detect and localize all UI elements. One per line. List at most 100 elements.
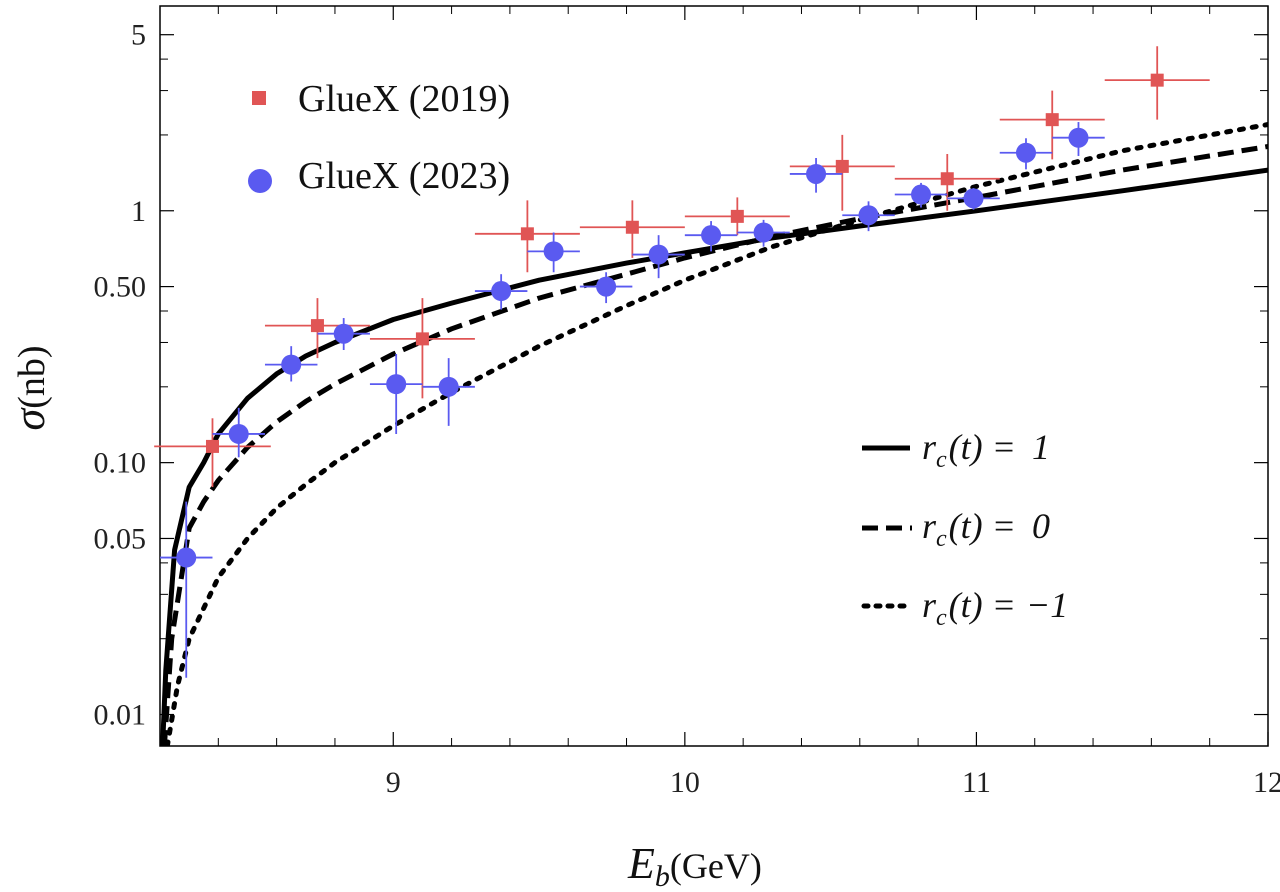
circle-marker	[701, 225, 722, 246]
data-point-2019	[264, 298, 370, 359]
circle-marker	[333, 323, 354, 344]
y-axis-label: σ(nb)	[5, 345, 54, 430]
data-point-2023	[842, 201, 895, 232]
data-point-2023	[789, 157, 843, 193]
circle-marker	[963, 188, 984, 209]
square-marker	[310, 319, 324, 333]
legend-label-2023: GlueX (2023)	[298, 155, 510, 197]
square-marker	[835, 159, 849, 173]
data-point-2019	[894, 154, 1000, 211]
y-tick-label: 0.01	[94, 699, 147, 732]
points-layer	[154, 46, 1210, 678]
circle-marker	[648, 244, 669, 265]
curves-layer	[160, 122, 1268, 746]
circle-marker	[176, 547, 197, 568]
y-tick-label: 0.10	[94, 447, 147, 480]
circle-marker	[596, 276, 617, 297]
legend-mid: (t) =	[949, 585, 1016, 625]
circle-marker	[911, 184, 932, 205]
data-point-2019	[1104, 46, 1210, 120]
legend-r: r	[922, 427, 937, 467]
legend-val-1: 1	[1032, 427, 1050, 467]
legend-mid: (t) =	[949, 506, 1016, 546]
circle-marker	[228, 423, 249, 444]
x-axis-symbol: E	[627, 839, 655, 888]
y-axis-unit: (nb)	[11, 345, 53, 408]
legend-r: r	[922, 585, 937, 625]
x-tick-label: 11	[962, 766, 991, 799]
legend-sub: c	[936, 447, 947, 473]
curve-dashed	[161, 144, 1268, 746]
legend-sub: c	[936, 526, 947, 552]
circle-marker	[491, 281, 512, 302]
legend-label-solid: rc(t) = 1	[922, 427, 1050, 473]
x-tick-label: 9	[386, 766, 401, 799]
data-point-2023	[422, 358, 475, 426]
legend-mid: (t) =	[949, 427, 1016, 467]
data-point-2023	[1052, 122, 1105, 156]
data-point-2019	[154, 418, 271, 488]
plot-frame	[159, 5, 1269, 747]
legend-label-2019: GlueX (2019)	[298, 78, 510, 120]
data-point-2023	[684, 221, 738, 252]
x-axis-label: Eb(GeV)	[627, 839, 762, 892]
data-point-2023	[474, 274, 528, 310]
data-point-2023	[160, 501, 213, 678]
legend-r: r	[922, 506, 937, 546]
square-marker	[940, 172, 954, 186]
data-point-2023	[737, 219, 790, 247]
legend-val-neg1: −1	[1026, 585, 1068, 625]
data-point-2019	[579, 200, 685, 258]
square-marker	[1150, 73, 1164, 87]
y-tick-label: 1	[131, 195, 146, 228]
curve-solid	[160, 167, 1268, 746]
data-point-2023	[212, 407, 265, 458]
data-point-2023	[527, 232, 580, 273]
circle-marker	[1015, 142, 1036, 163]
circle-marker	[543, 241, 564, 262]
x-tick-label: 10	[670, 766, 700, 799]
y-tick-label: 0.05	[94, 522, 147, 555]
data-point-2019	[474, 200, 580, 273]
data-point-2019	[789, 134, 895, 211]
circle-marker	[386, 374, 407, 395]
legend-label-dotted: rc(t) = −1	[922, 585, 1068, 631]
square-marker	[1045, 113, 1059, 127]
square-marker	[730, 209, 744, 223]
x-tick-label: 12	[1253, 766, 1280, 799]
square-marker	[205, 439, 219, 453]
circle-marker	[858, 205, 879, 226]
x-axis-unit: (GeV)	[670, 846, 762, 886]
legend-label-dashed: rc(t) = 0	[922, 506, 1050, 552]
square-marker	[625, 220, 639, 234]
data-point-2023	[894, 182, 948, 208]
data-point-2023	[579, 272, 633, 304]
circle-marker	[1068, 127, 1089, 148]
square-marker	[520, 227, 534, 241]
legend-val-0: 0	[1032, 506, 1050, 546]
circle-marker	[438, 376, 459, 397]
y-axis-symbol: σ	[5, 407, 54, 431]
legend-curves: rc(t) = 1 rc(t) = 0 rc(t) = −1	[861, 427, 1068, 631]
curve-dotted	[164, 122, 1268, 746]
data-point-2023	[369, 353, 423, 434]
data-point-2023	[264, 346, 318, 382]
y-tick-label: 0.50	[94, 271, 147, 304]
circle-marker	[753, 222, 774, 243]
data-point-2019	[369, 298, 475, 399]
square-marker	[415, 332, 429, 346]
legend-marker-2023	[248, 169, 272, 193]
legend-data: GlueX (2019) GlueX (2023)	[248, 78, 510, 197]
data-point-2023	[317, 318, 370, 351]
data-point-2023	[947, 188, 1000, 210]
data-point-2023	[999, 138, 1053, 170]
data-point-2023	[632, 235, 685, 279]
circle-marker	[806, 163, 827, 184]
x-axis-sub: b	[655, 860, 670, 892]
legend-sub: c	[936, 605, 947, 631]
data-point-2019	[999, 90, 1105, 160]
data-point-2019	[684, 197, 790, 236]
circle-marker	[281, 354, 302, 375]
